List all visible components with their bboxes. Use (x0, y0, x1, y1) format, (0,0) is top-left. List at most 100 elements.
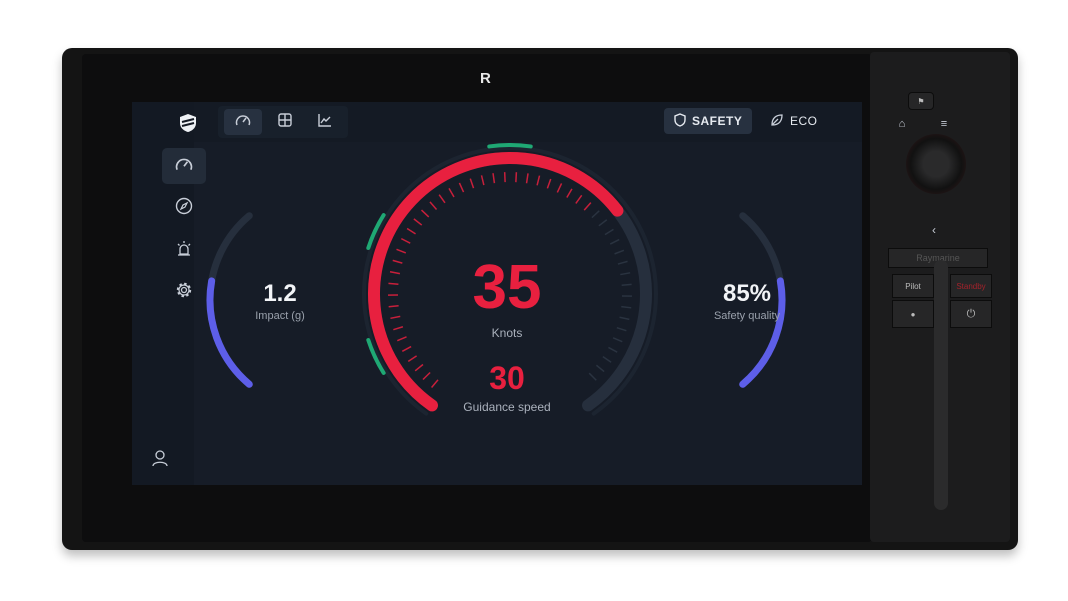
speed-gauge-tick (614, 249, 625, 255)
speed-gauge-tick (617, 260, 628, 265)
speed-gauge-tick (616, 326, 627, 332)
power-button[interactable]: ⏻ (950, 300, 992, 328)
speed-gauge-tick (429, 201, 438, 210)
speed-gauge-tick (396, 248, 407, 254)
compass-icon (175, 197, 193, 220)
rotary-joystick[interactable] (906, 134, 966, 194)
control-panel: ⚑ ⌂ ≡ ‹ Raymarine Pilot Standby ● ⏻ (870, 52, 1010, 542)
sidebar-item-alarms[interactable] (162, 232, 206, 268)
speed-gauge-tick (400, 237, 411, 244)
speed-gauge-tick (469, 178, 475, 189)
shield-logo-icon (176, 112, 200, 134)
chart-line-icon (318, 113, 332, 132)
guidance-speed-value: 30 (489, 360, 525, 396)
guidance-speed-label: Guidance speed (463, 400, 551, 414)
tab-chart[interactable] (306, 109, 344, 135)
speed-gauge-tick (392, 259, 403, 264)
speed-gauge-tick (458, 182, 465, 193)
speed-gauge-tick (389, 271, 401, 275)
dot-button[interactable]: ● (892, 300, 934, 328)
gauge-icon (174, 156, 194, 177)
safety-quality-label: Safety quality (713, 310, 781, 322)
standby-button[interactable]: Standby (950, 274, 992, 298)
speed-gauge-green-marker (487, 143, 533, 149)
speed-gauge-tick (393, 326, 404, 331)
speed-gauge-tick (619, 316, 630, 321)
shield-icon (674, 112, 686, 130)
speed-gauge-tick (536, 175, 541, 186)
speed-gauge-fill (368, 152, 624, 412)
speed-gauge-tick (608, 346, 618, 353)
back-icon[interactable]: ‹ (932, 223, 936, 237)
speed-gauge-tick (414, 363, 424, 372)
speed-gauge-tick (390, 315, 401, 320)
speed-gauge-tick (406, 227, 416, 235)
speed-gauge-tick (515, 172, 518, 183)
grid-icon (278, 112, 292, 132)
sidebar-item-navigation[interactable] (162, 190, 206, 226)
speed-gauge-tick (556, 183, 563, 193)
speed-gauge-tick (422, 371, 431, 381)
speed-gauge-green-marker (366, 213, 386, 250)
speed-gauge-tick (492, 173, 496, 184)
tab-grid[interactable] (266, 109, 304, 135)
card-slot-handle (934, 260, 948, 510)
safety-quality-value: 85% (722, 280, 772, 307)
speed-value: 35 (472, 253, 542, 322)
user-icon (152, 449, 168, 472)
home-icon[interactable]: ⌂ (898, 118, 906, 130)
speed-gauge-tick (583, 202, 592, 211)
speed-gauge-tick (620, 272, 631, 276)
speed-gauge-tick (591, 210, 600, 219)
gauges-canvas (206, 143, 786, 416)
speed-gauge-tick (598, 219, 608, 227)
menu-icon[interactable]: ≡ (940, 118, 948, 130)
speed-gauge-tick (609, 238, 620, 245)
speed-gauge-tick (602, 356, 612, 363)
speed-gauge-tick (388, 304, 399, 308)
speed-gauge-tick (612, 337, 623, 343)
user-profile-button[interactable] (138, 442, 182, 478)
alarm-icon (175, 239, 193, 262)
mode-eco-label: ECO (790, 114, 818, 128)
mode-safety-button[interactable]: SAFETY (664, 108, 753, 134)
brand-logo: R (480, 70, 491, 87)
speed-gauge-tick (621, 305, 632, 309)
waypoint-button[interactable]: ⚑ (908, 92, 934, 110)
speed-gauge-tick (438, 194, 446, 204)
impact-label: Impact (g) (255, 310, 305, 322)
pilot-button[interactable]: Pilot (892, 274, 934, 298)
speed-gauge-tick (431, 379, 439, 388)
impact-value: 1.2 (263, 280, 297, 307)
tab-gauges[interactable] (224, 109, 262, 135)
safety-gauge-fill (739, 277, 786, 388)
speed-gauge-tick (407, 355, 418, 362)
speed-unit: Knots (491, 326, 523, 340)
mode-eco-button[interactable]: ECO (760, 108, 828, 134)
leaf-icon (770, 113, 784, 130)
speed-gauge-tick (420, 209, 430, 218)
screen: SAFETY ECO 35 Knots 30 Guidance speed 1.… (132, 102, 862, 485)
speed-gauge-tick (566, 188, 573, 198)
speed-gauge-tick (401, 345, 412, 352)
mode-safety-label: SAFETY (692, 114, 743, 128)
speed-gauge-tick (546, 178, 552, 189)
speed-gauge-tick (448, 187, 455, 198)
speed-gauge-tick (621, 283, 632, 286)
speed-gauge-tick (396, 336, 407, 342)
speed-gauge-tick (604, 228, 614, 236)
speed-gauge-tick (480, 175, 485, 186)
speed-gauge-tick (588, 372, 597, 381)
speed-gauge-tick (413, 218, 423, 226)
sidebar-item-settings[interactable] (162, 274, 206, 310)
sidebar-item-gauges[interactable] (162, 148, 206, 184)
speed-gauge-tick (575, 194, 583, 204)
view-tabs (218, 106, 348, 138)
speed-gauge-green-marker (366, 338, 386, 375)
speed-gauge-tick (595, 364, 605, 373)
speed-gauge-outer-ring (362, 146, 658, 416)
impact-gauge-fill (206, 277, 253, 388)
gear-icon (175, 281, 193, 304)
speed-gauge-tick (525, 173, 529, 184)
gauge-icon (235, 113, 251, 132)
